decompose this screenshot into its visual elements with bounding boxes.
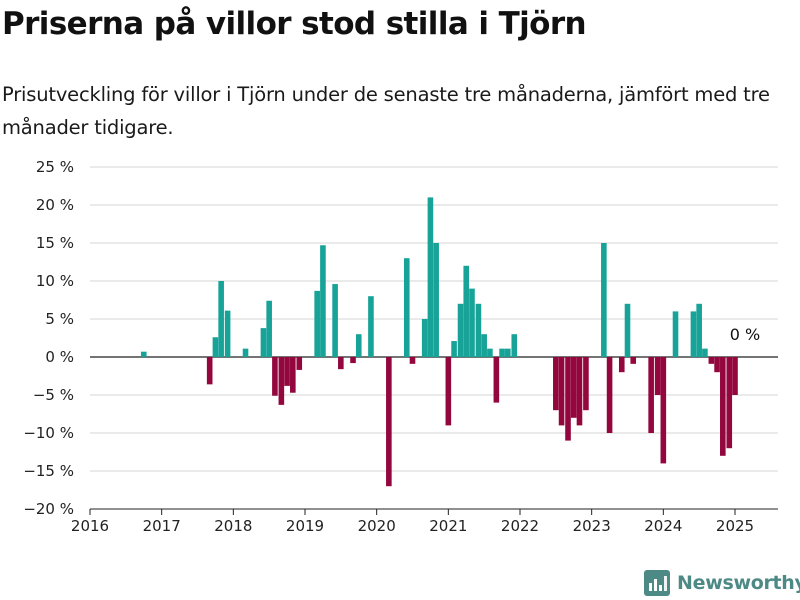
- y-tick-label: 15 %: [36, 234, 74, 252]
- chart-bars: [140, 197, 738, 487]
- x-tick-label: 2017: [143, 517, 181, 535]
- bar: [469, 288, 475, 357]
- bar: [583, 357, 589, 411]
- bar: [314, 290, 320, 357]
- x-tick-label: 2021: [429, 517, 467, 535]
- x-tick-label: 2018: [214, 517, 252, 535]
- bar: [505, 348, 511, 357]
- bar: [278, 357, 285, 405]
- bar: [445, 357, 452, 426]
- bar: [463, 265, 470, 357]
- y-tick-label: −5 %: [33, 386, 74, 404]
- bar: [511, 334, 518, 357]
- bar: [260, 328, 267, 357]
- y-tick-label: 10 %: [36, 272, 74, 290]
- bar: [481, 334, 487, 357]
- bar: [355, 334, 362, 357]
- y-tick-label: −20 %: [23, 500, 74, 518]
- bar: [386, 357, 392, 487]
- bar: [421, 319, 428, 357]
- bar: [218, 281, 224, 357]
- bar: [332, 284, 338, 357]
- y-tick-label: 0 %: [45, 348, 74, 366]
- x-tick-label: 2019: [286, 517, 324, 535]
- bar: [350, 357, 356, 364]
- y-tick-label: −15 %: [23, 462, 74, 480]
- bar: [368, 296, 374, 357]
- bar: [576, 357, 583, 426]
- x-tick-label: 2022: [501, 517, 539, 535]
- bar: [553, 357, 559, 411]
- bar: [565, 357, 571, 441]
- bar: [451, 341, 457, 357]
- bar: [338, 357, 344, 370]
- bar: [320, 245, 326, 357]
- bar: [720, 357, 726, 456]
- bar: [499, 348, 505, 357]
- bar: [284, 357, 290, 386]
- bar: [624, 303, 631, 357]
- y-axis: 25 % 20 % 15 % 10 % 5 % 0 % −5 % −10 % −15 % −20 …: [23, 158, 74, 518]
- newsworthy-brand: Newsworthy: [644, 568, 800, 598]
- bar: [690, 311, 697, 357]
- y-tick-label: 20 %: [36, 196, 74, 214]
- bar: [618, 357, 625, 373]
- bar: [242, 348, 249, 357]
- x-tick-label: 2016: [71, 517, 109, 535]
- bar: [702, 348, 708, 357]
- bar: [272, 357, 278, 396]
- bar: [296, 357, 303, 370]
- bar: [726, 357, 733, 449]
- bar: [433, 243, 439, 357]
- bar: [427, 197, 434, 357]
- bar: [630, 357, 637, 364]
- bar: [487, 348, 493, 357]
- bar: [660, 357, 667, 464]
- bar: [457, 303, 464, 357]
- bar: [570, 357, 577, 418]
- x-tick-label: 2023: [573, 517, 611, 535]
- bar: [475, 303, 482, 357]
- y-tick-label: 25 %: [36, 158, 74, 176]
- bar: [266, 300, 272, 357]
- bar: [224, 310, 231, 357]
- x-tick-label: 2024: [644, 517, 682, 535]
- bar: [212, 337, 219, 357]
- bar: [206, 357, 213, 385]
- bar: [606, 357, 613, 433]
- bar: [493, 357, 500, 403]
- page-title: Priserna på villor stod stilla i Tjörn: [2, 6, 587, 42]
- bar: [409, 357, 416, 364]
- bar: [654, 357, 661, 395]
- latest-value-label: 0 %: [730, 325, 760, 344]
- bar: [558, 357, 565, 426]
- bar: [648, 357, 654, 433]
- chart-annotations: 0 %: [730, 325, 760, 344]
- page-subtitle: Prisutveckling för villor i Tjörn under …: [2, 83, 770, 139]
- bar: [708, 357, 715, 364]
- bar: [732, 357, 738, 395]
- bar-chart-logo-icon: [644, 570, 670, 596]
- bar: [601, 243, 607, 357]
- bar: [672, 311, 679, 357]
- y-tick-label: 5 %: [45, 310, 74, 328]
- price-change-bar-chart: 25 % 20 % 15 % 10 % 5 % 0 % −5 % −10 % −15 % −20 …: [23, 158, 778, 535]
- y-tick-label: −10 %: [23, 424, 74, 442]
- bar: [290, 357, 296, 393]
- bar: [714, 357, 720, 373]
- bar: [403, 258, 410, 357]
- bar: [140, 351, 147, 357]
- brand-name: Newsworthy: [677, 572, 800, 594]
- x-tick-label: 2025: [716, 517, 754, 535]
- x-axis: 2016 2017 2018 2019 2020 2021 2022 2023 2024 2025: [71, 508, 778, 535]
- x-tick-label: 2020: [358, 517, 396, 535]
- bar: [696, 303, 702, 357]
